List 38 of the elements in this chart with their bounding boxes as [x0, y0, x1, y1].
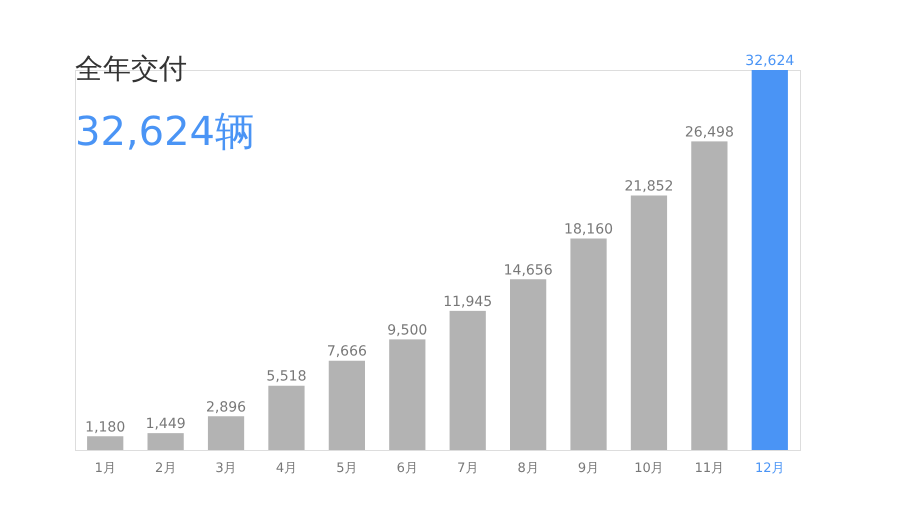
data-label: 11,945	[443, 294, 492, 310]
data-label: 9,500	[387, 322, 428, 338]
data-label: 14,656	[504, 262, 553, 278]
x-tick-label: 2月	[154, 461, 176, 476]
bar	[691, 141, 728, 450]
data-label: 1,180	[85, 419, 126, 436]
data-label: 21,852	[624, 178, 674, 194]
bar	[389, 339, 426, 450]
x-tick-label: 4月	[276, 461, 298, 476]
bar	[328, 360, 365, 450]
x-tick-label: 7月	[457, 461, 478, 476]
data-label: 2,896	[206, 399, 246, 416]
x-tick-label: 5月	[336, 461, 358, 476]
data-label: 1,449	[146, 416, 186, 432]
bar	[510, 279, 546, 450]
text: 32,624辆	[75, 109, 255, 155]
chart-title: 全年交付	[75, 52, 187, 85]
x-tick-label: 8月	[517, 461, 539, 476]
data-label: 32,624	[745, 53, 794, 69]
data-label: 5,518	[266, 368, 307, 385]
bar	[752, 70, 788, 450]
data-label: 26,498	[684, 124, 734, 140]
bar	[148, 433, 184, 450]
x-tick-label: 10月	[634, 461, 664, 476]
bar	[450, 310, 486, 450]
data-label: 18,160	[564, 221, 614, 238]
x-tick-label: 6月	[396, 461, 418, 476]
bar	[630, 195, 668, 450]
x-tick-label: 1月	[94, 461, 116, 476]
x-tick-label: 3月	[215, 461, 237, 476]
x-tick-label: 9月	[578, 461, 600, 476]
data-label: 7,666	[326, 344, 367, 360]
bar	[87, 436, 124, 450]
bar	[208, 416, 244, 450]
x-tick-label: 11月	[694, 461, 724, 476]
bar	[268, 386, 305, 450]
bar	[570, 238, 607, 450]
x-tick-label: 12月	[755, 461, 785, 476]
